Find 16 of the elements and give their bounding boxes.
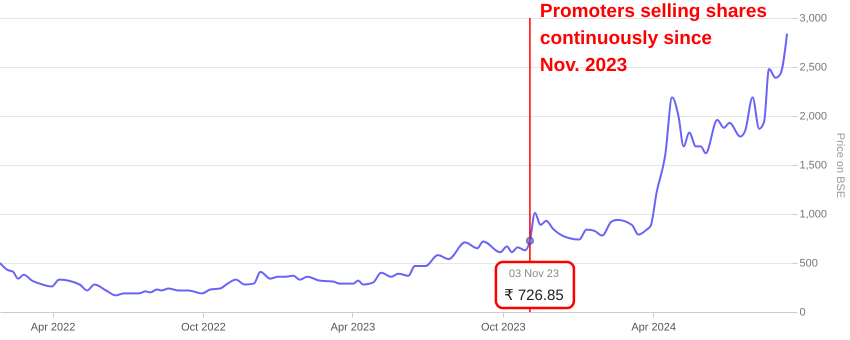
x-tick-label: Apr 2024: [631, 322, 676, 334]
y-tick-label: 1,500: [800, 160, 828, 172]
x-tick-label: Apr 2022: [30, 322, 76, 334]
y-tick-label: 1,000: [800, 208, 828, 220]
x-tick-label: Oct 2022: [181, 322, 226, 334]
y-tick-label: 0: [800, 306, 806, 318]
x-tick-label: Oct 2023: [480, 322, 526, 334]
y-tick-label: 2,000: [800, 110, 828, 122]
y-tick-label: 2,500: [800, 62, 828, 74]
ref-line-label: Promoters selling shares continuously since Nov. 2023: [540, 1, 767, 76]
x-tick-label: Apr 2023: [330, 322, 376, 334]
y-axis-title: Price on BSE: [834, 132, 846, 198]
annotation: 03 Nov 23: [508, 268, 559, 280]
y-tick-label: 3,000: [800, 12, 828, 24]
y-tick-label: 500: [800, 258, 818, 270]
annotation: ₹ 726.85: [504, 287, 564, 304]
